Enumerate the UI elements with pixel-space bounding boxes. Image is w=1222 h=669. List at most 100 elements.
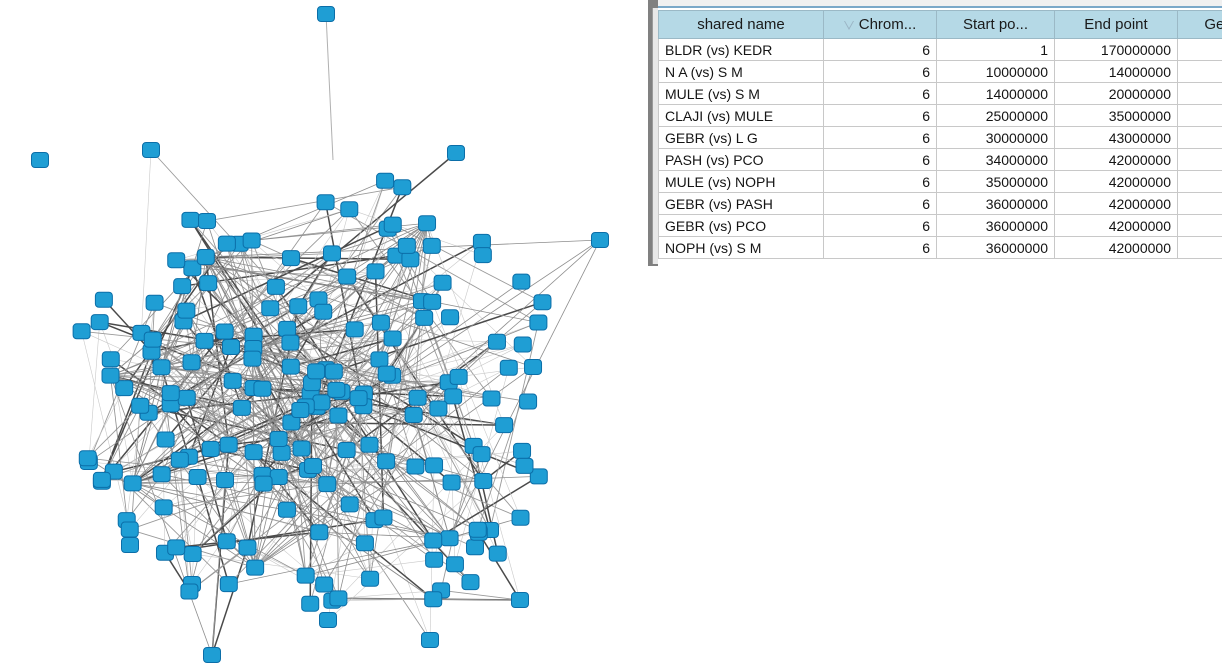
- cell-genetic[interactable]: 7.5: [1177, 82, 1222, 105]
- network-node[interactable]: [474, 472, 493, 489]
- cell-genetic[interactable]: 192.0: [1177, 38, 1222, 61]
- cell-chromosome[interactable]: 6: [823, 126, 937, 149]
- cell-chromosome[interactable]: 6: [823, 60, 937, 83]
- cell-start_point[interactable]: 36000000: [936, 236, 1055, 259]
- network-node[interactable]: [219, 576, 238, 593]
- network-node[interactable]: [315, 576, 334, 593]
- network-node[interactable]: [215, 323, 234, 340]
- column-header-genetic[interactable]: Genetic...: [1177, 10, 1222, 39]
- network-node[interactable]: [408, 389, 427, 406]
- network-node[interactable]: [449, 368, 468, 385]
- network-node[interactable]: [340, 201, 359, 218]
- network-node[interactable]: [221, 338, 240, 355]
- network-node[interactable]: [269, 430, 288, 447]
- network-node[interactable]: [217, 235, 236, 252]
- cell-end_point[interactable]: 14000000: [1054, 60, 1178, 83]
- network-node[interactable]: [499, 359, 518, 376]
- table-row[interactable]: CLAJI (vs) MULE625000000350000005.9: [658, 104, 1222, 127]
- network-node[interactable]: [183, 546, 202, 563]
- network-node[interactable]: [198, 212, 217, 229]
- network-node[interactable]: [360, 436, 379, 453]
- network-node[interactable]: [468, 521, 487, 538]
- network-node[interactable]: [329, 407, 348, 424]
- network-node[interactable]: [301, 595, 320, 612]
- network-node[interactable]: [529, 314, 548, 331]
- network-node[interactable]: [196, 249, 215, 266]
- cell-start_point[interactable]: 25000000: [936, 104, 1055, 127]
- cell-end_point[interactable]: 42000000: [1054, 148, 1178, 171]
- cell-start_point[interactable]: 14000000: [936, 82, 1055, 105]
- network-node[interactable]: [167, 539, 186, 556]
- cell-genetic[interactable]: 10.5: [1177, 170, 1222, 193]
- network-node[interactable]: [195, 332, 214, 349]
- network-node[interactable]: [277, 501, 296, 518]
- network-node[interactable]: [188, 469, 207, 486]
- network-node[interactable]: [177, 389, 196, 406]
- network-node[interactable]: [415, 309, 434, 326]
- network-node[interactable]: [238, 539, 257, 556]
- network-node[interactable]: [591, 232, 609, 248]
- network-overview-panel[interactable]: [0, 0, 648, 669]
- cell-shared_name[interactable]: GEBR (vs) PCO: [658, 214, 824, 237]
- network-node[interactable]: [424, 591, 443, 608]
- cell-chromosome[interactable]: 6: [823, 82, 937, 105]
- network-node[interactable]: [143, 331, 162, 348]
- network-node[interactable]: [92, 471, 111, 488]
- network-node[interactable]: [393, 179, 412, 196]
- cell-start_point[interactable]: 34000000: [936, 148, 1055, 171]
- network-node[interactable]: [282, 414, 301, 431]
- network-node[interactable]: [282, 250, 301, 267]
- network-node[interactable]: [31, 152, 49, 168]
- network-node[interactable]: [156, 431, 175, 448]
- network-node[interactable]: [472, 446, 491, 463]
- network-node[interactable]: [488, 545, 507, 562]
- network-node[interactable]: [473, 247, 492, 264]
- network-node[interactable]: [242, 232, 261, 249]
- results-table-panel[interactable]: shared name Chrom... Start po... End poi…: [648, 0, 1222, 266]
- network-node[interactable]: [324, 363, 343, 380]
- network-node[interactable]: [337, 442, 356, 459]
- network-node[interactable]: [512, 273, 531, 290]
- network-node[interactable]: [487, 333, 506, 350]
- network-node[interactable]: [533, 294, 552, 311]
- cell-shared_name[interactable]: PASH (vs) PCO: [658, 148, 824, 171]
- column-header-shared-name[interactable]: shared name: [658, 10, 824, 39]
- network-node[interactable]: [145, 294, 164, 311]
- network-node[interactable]: [173, 278, 192, 295]
- cell-shared_name[interactable]: N A (vs) S M: [658, 60, 824, 83]
- network-node[interactable]: [401, 251, 420, 268]
- network-node[interactable]: [269, 469, 288, 486]
- network-node[interactable]: [461, 574, 480, 591]
- network-node[interactable]: [317, 6, 335, 22]
- network-node[interactable]: [101, 367, 120, 384]
- cell-shared_name[interactable]: MULE (vs) NOPH: [658, 170, 824, 193]
- table-row[interactable]: GEBR (vs) PCO636000000420000008.4: [658, 214, 1222, 237]
- network-node[interactable]: [292, 440, 311, 457]
- cell-chromosome[interactable]: 6: [823, 38, 937, 61]
- results-table[interactable]: shared name Chrom... Start po... End poi…: [658, 10, 1222, 259]
- network-node[interactable]: [377, 453, 396, 470]
- network-node[interactable]: [72, 323, 91, 340]
- network-node[interactable]: [397, 237, 416, 254]
- cell-end_point[interactable]: 42000000: [1054, 236, 1178, 259]
- network-node[interactable]: [444, 388, 463, 405]
- network-node[interactable]: [421, 632, 439, 648]
- network-node[interactable]: [511, 592, 529, 608]
- network-node[interactable]: [180, 583, 199, 600]
- network-node[interactable]: [383, 330, 402, 347]
- network-node[interactable]: [377, 365, 396, 382]
- network-node[interactable]: [215, 471, 234, 488]
- network-node[interactable]: [152, 466, 171, 483]
- cell-genetic[interactable]: 6.6: [1177, 60, 1222, 83]
- network-node[interactable]: [78, 450, 97, 467]
- cell-chromosome[interactable]: 6: [823, 104, 937, 127]
- table-row[interactable]: MULE (vs) NOPH6350000004200000010.5: [658, 170, 1222, 193]
- network-node[interactable]: [152, 359, 171, 376]
- network-node[interactable]: [316, 194, 335, 211]
- network-node[interactable]: [253, 380, 272, 397]
- network-node[interactable]: [440, 530, 459, 547]
- table-row[interactable]: GEBR (vs) L G6300000004300000016.9: [658, 126, 1222, 149]
- network-node[interactable]: [312, 394, 331, 411]
- cell-genetic[interactable]: 16.9: [1177, 126, 1222, 149]
- network-node[interactable]: [219, 436, 238, 453]
